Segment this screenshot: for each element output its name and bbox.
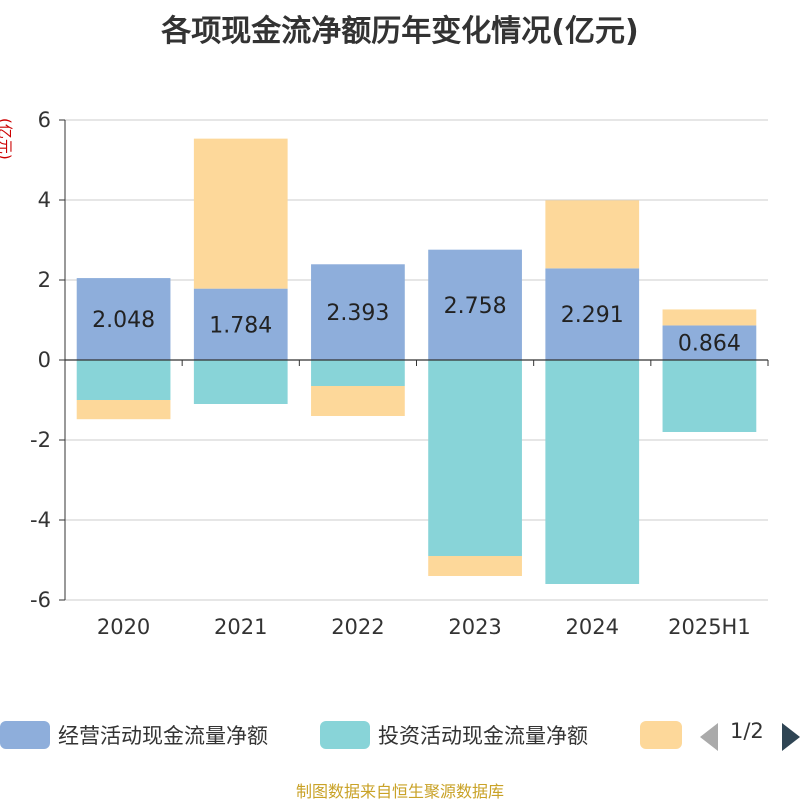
x-tick-label-2024: 2024 [566, 615, 619, 639]
y-tick-label: 6 [38, 108, 51, 132]
legend-swatch-operating [0, 721, 50, 749]
bar-s1-2020 [76, 360, 171, 400]
y-tick-label: 0 [38, 348, 51, 372]
legend: 经营活动现金流量净额 投资活动现金流量净额 1/2 [0, 713, 800, 757]
legend-item-investing[interactable]: 投资活动现金流量净额 [320, 713, 588, 757]
bar-s0-2022 [311, 264, 405, 360]
y-tick-label: 4 [38, 188, 51, 212]
data-label-2025H1: 0.864 [678, 332, 741, 357]
x-tick-label-2025H1: 2025H1 [668, 615, 751, 639]
x-tick-label-2022: 2022 [331, 615, 384, 639]
bar-s1-2023 [428, 360, 522, 556]
legend-page-indicator: 1/2 [730, 719, 764, 743]
bar-s0-2020 [76, 278, 171, 360]
legend-label-investing: 投资活动现金流量净额 [378, 724, 588, 748]
grid-lines [65, 119, 768, 601]
bar-s2-2022 [311, 386, 405, 416]
y-tick-label: 2 [38, 268, 51, 292]
data-label-2023: 2.758 [444, 294, 507, 319]
legend-swatch-third [640, 721, 682, 749]
bar-s2-2020 [76, 400, 171, 420]
y-tick-label: -6 [30, 588, 51, 612]
bar-s2-2021 [193, 138, 288, 289]
data-label-2020: 2.048 [92, 308, 155, 333]
bars [76, 138, 757, 584]
data-label-2021: 1.784 [209, 313, 272, 338]
legend-next-page-icon[interactable] [782, 723, 800, 751]
bar-s0-2024 [545, 268, 640, 360]
bar-s0-2023 [428, 249, 522, 360]
data-label-2024: 2.291 [561, 303, 624, 328]
bar-s1-2021 [193, 360, 288, 404]
bar-s0-2021 [193, 288, 288, 360]
bar-s2-2025H1 [662, 309, 757, 326]
legend-item-third[interactable] [640, 713, 690, 757]
x-tick-label-2023: 2023 [448, 615, 501, 639]
legend-label-operating: 经营活动现金流量净额 [58, 724, 268, 748]
legend-item-operating[interactable]: 经营活动现金流量净额 [0, 713, 268, 757]
legend-prev-page-icon[interactable] [700, 723, 718, 751]
bar-s2-2023 [428, 556, 522, 576]
legend-swatch-investing [320, 721, 370, 749]
data-labels: 2.048 1.784 2.393 2.758 2.291 0.864 [92, 294, 741, 357]
source-note: 制图数据来自恒生聚源数据库 [295, 782, 504, 801]
y-tick-label: -4 [30, 508, 51, 532]
chart-title: 各项现金流净额历年变化情况(亿元) [161, 14, 639, 49]
bar-s1-2022 [311, 360, 405, 386]
axes: -6 -4 -2 0 2 4 6 2020 2021 2022 2023 2024 2025H1 [30, 108, 769, 639]
bar-s2-2024 [545, 200, 640, 269]
x-tick-label-2021: 2021 [214, 615, 267, 639]
bar-s1-2024 [545, 360, 640, 584]
y-axis-unit: (亿元) [0, 118, 14, 160]
y-tick-label: -2 [30, 428, 51, 452]
bar-s0-2025H1 [662, 325, 757, 360]
x-tick-label-2020: 2020 [97, 615, 150, 639]
bar-s1-2025H1 [662, 360, 757, 432]
data-label-2022: 2.393 [326, 301, 389, 326]
chart-area: -6 -4 -2 0 2 4 6 2020 2021 2022 2023 2024 2025H1 2.0… [0, 108, 769, 639]
